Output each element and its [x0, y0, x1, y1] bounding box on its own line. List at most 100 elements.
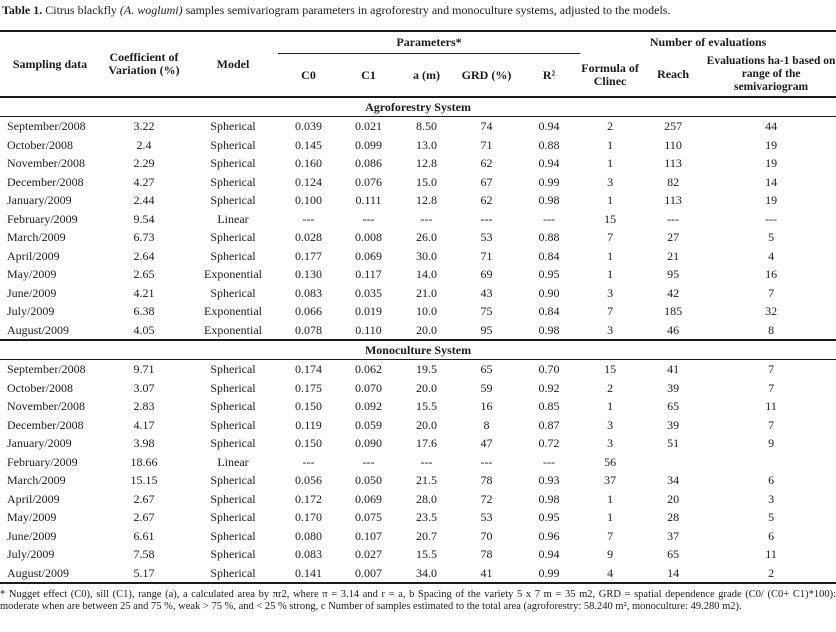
table-row: September/2008 3.22 Spherical 0.039 0.021 8.5…: [0, 117, 836, 136]
cell-grd: 59: [480, 380, 493, 395]
cell-model: Linear: [217, 211, 249, 226]
cell-c0: 0.066: [295, 304, 322, 318]
cell-cv: 9.54: [133, 211, 155, 226]
cell-sampling-date: April/2009: [7, 248, 60, 263]
cell-c1: 0.059: [355, 417, 382, 432]
cell-c0: 0.141: [295, 565, 322, 580]
cell-r2: 0.99: [538, 565, 560, 580]
cell-evaluations-ha: ---: [765, 211, 778, 226]
table-row: February/2009 9.54 Linear --- --- --- --- --- 15…: [0, 210, 836, 229]
cell-evaluations-ha: 44: [765, 119, 778, 133]
cell-model: Spherical: [210, 473, 256, 487]
cell-evaluations-ha: 16: [765, 267, 778, 281]
cell-c0: 0.083: [295, 547, 322, 561]
table-row: November/2008 2.29 Spherical 0.160 0.086 12.8…: [0, 154, 836, 173]
cell-model: Spherical: [210, 248, 256, 263]
cell-c1: 0.062: [355, 362, 382, 376]
cell-model: Exponential: [204, 304, 262, 318]
cell-c0: 0.150: [295, 436, 322, 450]
cell-model: Spherical: [210, 193, 256, 207]
cell-c1: 0.069: [355, 248, 382, 263]
cell-c1: 0.050: [355, 473, 382, 487]
cell-sampling-date: September/2008: [7, 119, 86, 133]
cell-reach: 28: [667, 510, 680, 524]
table-row: February/2009 18.66 Linear --- --- --- --- --- 5…: [0, 453, 836, 472]
cell-cv: 2.64: [133, 248, 155, 263]
cell-grd: 74: [480, 119, 493, 133]
cell-c0: 0.175: [295, 380, 322, 395]
cell-r2: 0.88: [538, 137, 560, 152]
cell-c0: 0.083: [295, 285, 322, 300]
cell-a-m: 20.0: [416, 380, 437, 395]
cell-sampling-date: January/2009: [7, 436, 72, 450]
cell-model: Spherical: [210, 436, 256, 450]
cell-cv: 6.73: [133, 230, 155, 244]
cell-sampling-date: March/2009: [7, 230, 66, 244]
cell-formula-clinec: 1: [607, 399, 614, 413]
cell-formula-clinec: 1: [607, 491, 614, 506]
col-header-model: Model: [188, 31, 278, 98]
table-row: October/2008 2.4 Spherical 0.145 0.099 13.0 71…: [0, 136, 836, 155]
cell-c1: 0.021: [355, 119, 382, 133]
col-header-reach: Reach: [640, 53, 707, 98]
cell-c1: 0.117: [355, 267, 382, 281]
table-row: August/2009 5.17 Spherical 0.141 0.007 34.0 41…: [0, 564, 836, 584]
section-title: Monoculture System: [0, 339, 836, 360]
cell-model: Spherical: [210, 156, 256, 170]
section-header-row: Agroforestry System: [0, 96, 836, 117]
group-header-parameters: Parameters*: [278, 31, 581, 54]
cell-model: Spherical: [210, 362, 256, 376]
caption-text-after: samples semivariogram parameters in agro…: [182, 3, 671, 17]
cell-reach: 95: [667, 267, 680, 281]
cell-formula-clinec: 1: [607, 193, 614, 207]
cell-c1: 0.099: [355, 137, 382, 152]
cell-sampling-date: August/2009: [7, 322, 70, 337]
cell-grd: 72: [480, 491, 493, 506]
cell-model: Linear: [217, 454, 249, 469]
cell-evaluations-ha: 19: [765, 156, 778, 170]
cell-cv: 6.61: [133, 528, 155, 543]
cell-a-m: 20.0: [416, 322, 437, 337]
cell-reach: ---: [667, 211, 680, 226]
cell-model: Spherical: [210, 119, 256, 133]
cell-grd: 53: [480, 230, 493, 244]
cell-model: Spherical: [210, 285, 256, 300]
cell-a-m: 10.0: [416, 304, 437, 318]
cell-evaluations-ha: 11: [765, 547, 777, 561]
cell-grd: 69: [480, 267, 493, 281]
cell-evaluations-ha: 6: [768, 473, 775, 487]
cell-cv: 3.07: [133, 380, 155, 395]
cell-formula-clinec: 3: [607, 417, 614, 432]
cell-c1: 0.092: [355, 399, 382, 413]
cell-r2: 0.98: [538, 491, 560, 506]
paper-page: Table 1. Citrus blackfly (A. woglumi) sa…: [0, 3, 836, 613]
cell-c0: 0.130: [295, 267, 322, 281]
cell-c0: 0.174: [295, 362, 322, 376]
col-header-c1: C1: [339, 53, 398, 98]
cell-formula-clinec: 9: [607, 547, 614, 561]
table-row: August/2009 4.05 Exponential 0.078 0.110 20.0…: [0, 321, 836, 341]
cell-r2: 0.85: [538, 399, 560, 413]
cell-c1: 0.035: [355, 285, 382, 300]
cell-grd: 41: [480, 565, 493, 580]
cell-c0: 0.145: [295, 137, 322, 152]
table-row: April/2009 2.67 Spherical 0.172 0.069 28.0 72 0…: [0, 490, 836, 509]
cell-model: Spherical: [210, 399, 256, 413]
cell-formula-clinec: 7: [607, 304, 614, 318]
cell-c1: 0.075: [355, 510, 382, 524]
cell-reach: 21: [667, 248, 680, 263]
cell-cv: 2.29: [133, 156, 155, 170]
cell-evaluations-ha: [706, 453, 836, 472]
cell-grd: 67: [480, 174, 493, 189]
cell-reach: 39: [667, 417, 680, 432]
col-header-r2: R²: [518, 53, 581, 98]
cell-grd: 43: [480, 285, 493, 300]
cell-c0: 0.078: [295, 322, 322, 337]
cell-evaluations-ha: 11: [765, 399, 777, 413]
cell-a-m: 21.5: [416, 473, 437, 487]
cell-grd: 95: [480, 322, 493, 337]
cell-c0: 0.080: [295, 528, 322, 543]
table-row: January/2009 2.44 Spherical 0.100 0.111 12.8 6…: [0, 191, 836, 210]
col-header-c0: C0: [278, 53, 339, 98]
cell-c0: 0.172: [295, 491, 322, 506]
